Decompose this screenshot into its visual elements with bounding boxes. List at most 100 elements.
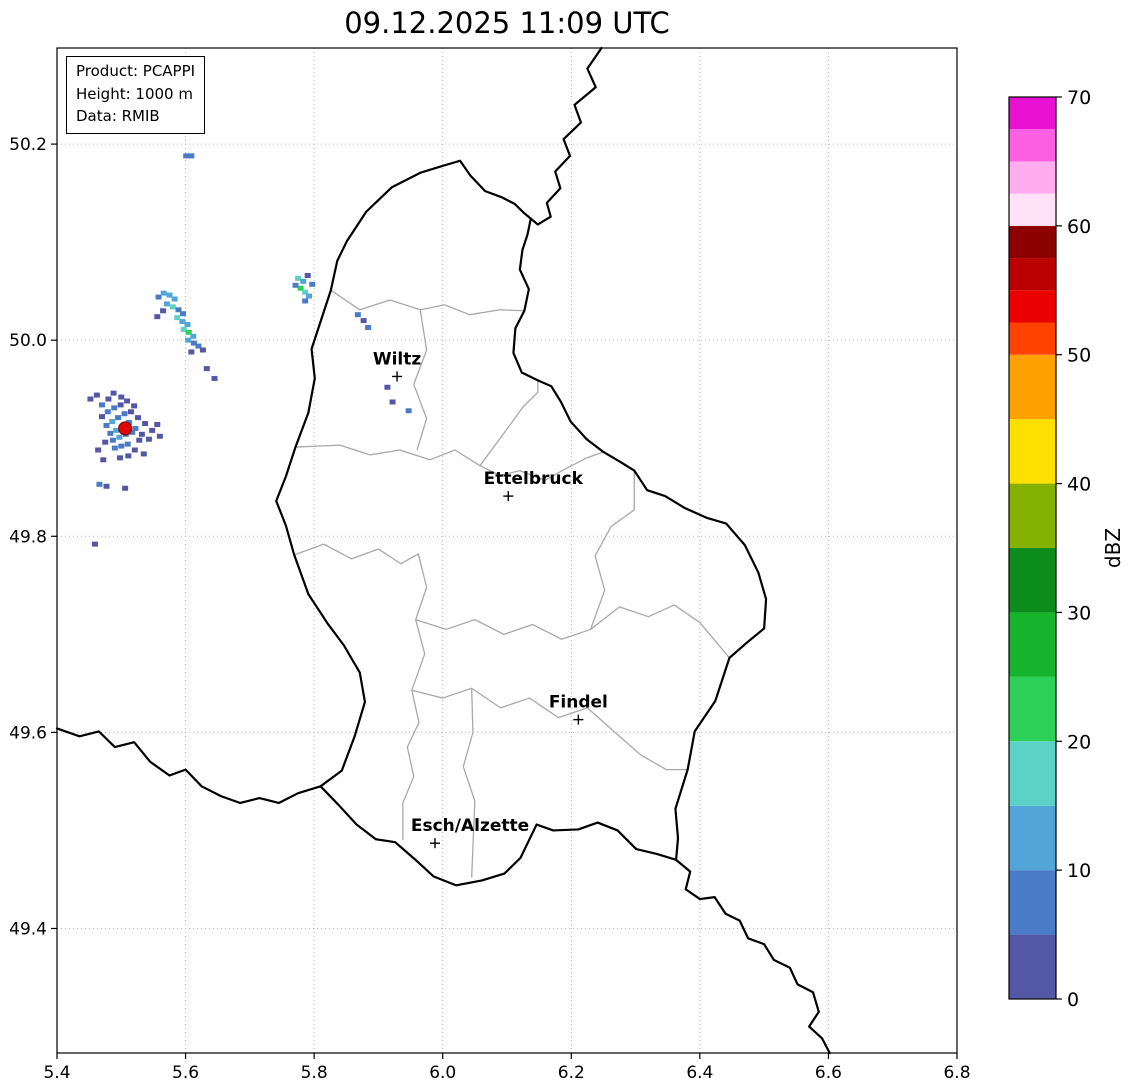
radar-echo-pixel bbox=[142, 421, 149, 427]
colorbar-band bbox=[1009, 322, 1056, 355]
radar-echo-pixel bbox=[203, 366, 210, 372]
colorbar-band bbox=[1009, 161, 1056, 194]
radar-echo-pixel bbox=[131, 403, 138, 409]
radar-echo-pixel bbox=[195, 343, 202, 349]
radar-echo-pixel bbox=[95, 447, 102, 453]
radar-echo-pixel bbox=[199, 347, 206, 353]
info-data-line: Data: RMIB bbox=[76, 107, 160, 125]
radar-echo-pixel bbox=[295, 275, 302, 281]
radar-echo-pixel bbox=[132, 425, 139, 431]
radar-echo-pixel bbox=[188, 153, 195, 159]
radar-echo-pixel bbox=[91, 541, 98, 547]
colorbar-band bbox=[1009, 676, 1056, 742]
colorbar-tick-label: 0 bbox=[1067, 989, 1079, 1011]
x-tick-label: 6.8 bbox=[943, 1063, 970, 1083]
x-tick-label: 6.6 bbox=[815, 1063, 842, 1083]
colorbar-band bbox=[1009, 129, 1056, 162]
radar-echo-pixel bbox=[99, 402, 105, 408]
x-tick-label: 5.4 bbox=[43, 1063, 70, 1083]
radar-echo-pixel bbox=[104, 409, 111, 415]
info-height-line: Height: 1000 m bbox=[76, 84, 193, 103]
radar-echo-pixel bbox=[169, 304, 176, 310]
colorbar-band bbox=[1009, 934, 1056, 999]
radar-echo-pixel bbox=[138, 431, 145, 437]
colorbar-tick-label: 70 bbox=[1067, 87, 1091, 109]
radar-echo-pixel bbox=[190, 333, 197, 339]
radar-echo-pixel bbox=[102, 439, 109, 445]
radar-echo-pixel bbox=[99, 414, 105, 420]
radar-echo-pixel bbox=[304, 272, 311, 278]
radar-echo-pixel bbox=[115, 415, 122, 421]
radar-echo-pixel bbox=[360, 318, 367, 324]
colorbar-tick-label: 10 bbox=[1067, 860, 1091, 882]
radar-echo-pixel bbox=[405, 408, 412, 414]
country-border-path bbox=[529, 46, 603, 226]
radar-echo-pixel bbox=[180, 326, 187, 332]
radar-echo-pixel bbox=[306, 293, 312, 299]
radar-echo-pixel bbox=[129, 429, 136, 435]
radar-echo-pixel bbox=[140, 451, 147, 457]
colorbar-band bbox=[1009, 354, 1056, 420]
radar-echo-pixel bbox=[184, 321, 191, 327]
colorbar-band bbox=[1009, 419, 1056, 484]
radar-echo-pixel bbox=[109, 437, 116, 443]
x-tick-label: 6.4 bbox=[686, 1063, 713, 1083]
colorbar-frame bbox=[1008, 96, 1057, 1000]
radar-echo-pixel bbox=[183, 153, 190, 159]
district-border-path bbox=[330, 289, 525, 316]
radar-echo-pixel bbox=[125, 453, 132, 459]
radar-echo-pixel bbox=[116, 434, 123, 440]
colorbar-tick-label: 60 bbox=[1067, 216, 1091, 238]
city-label: Ettelbruck bbox=[484, 469, 584, 489]
radar-echo-pixel bbox=[365, 324, 372, 330]
radar-echo-pixel bbox=[149, 427, 156, 433]
colorbar-band bbox=[1009, 225, 1056, 259]
radar-echo-pixel bbox=[171, 296, 178, 302]
radar-echo-pixel bbox=[156, 433, 163, 439]
radar-echo-pixel bbox=[135, 415, 141, 421]
radar-echo-pixel bbox=[163, 301, 170, 307]
colorbar-tick-label: 50 bbox=[1067, 345, 1091, 367]
radar-echo-pixel bbox=[111, 445, 118, 451]
radar-echo-pixel bbox=[96, 481, 103, 487]
district-border-path bbox=[462, 688, 476, 878]
radar-site-marker bbox=[118, 421, 133, 436]
country-border-path bbox=[674, 858, 831, 1055]
radar-echo-pixel bbox=[103, 422, 110, 428]
colorbar-band bbox=[1009, 290, 1056, 323]
radar-echo-pixel bbox=[113, 427, 120, 433]
y-tick-label: 50.2 bbox=[9, 135, 47, 155]
y-tick-label: 49.6 bbox=[9, 723, 47, 743]
radar-echo-pixel bbox=[188, 349, 195, 355]
radar-echo-pixel bbox=[107, 430, 114, 436]
radar-echo-pixel bbox=[166, 292, 173, 298]
y-tick-label: 49.8 bbox=[9, 527, 47, 547]
district-border-path bbox=[413, 309, 428, 451]
radar-echo-pixel bbox=[136, 437, 143, 443]
country-border-path bbox=[55, 727, 322, 805]
radar-echo-pixel bbox=[145, 436, 152, 442]
colorbar-tick-label: 20 bbox=[1067, 731, 1091, 753]
radar-echo-pixel bbox=[180, 311, 186, 317]
radar-echo-pixel bbox=[160, 308, 167, 314]
radar-echo-pixel bbox=[126, 420, 132, 426]
x-tick-label: 5.8 bbox=[301, 1063, 328, 1083]
radar-echo-pixel bbox=[124, 441, 131, 447]
radar-echo-pixel bbox=[154, 314, 161, 320]
radar-echo-pixel bbox=[127, 409, 134, 415]
country-border-path bbox=[275, 159, 768, 887]
radar-echo-pixel bbox=[292, 282, 299, 288]
y-tick-label: 50.0 bbox=[9, 331, 47, 351]
radar-echo-pixel bbox=[302, 298, 309, 304]
colorbar-band bbox=[1009, 193, 1056, 226]
radar-echo-pixel bbox=[389, 399, 396, 405]
city-label: Findel bbox=[549, 693, 608, 713]
radar-echo-pixel bbox=[174, 315, 181, 321]
x-tick-label: 5.6 bbox=[172, 1063, 199, 1083]
radar-echo-pixel bbox=[105, 396, 112, 402]
radar-echo-pixel bbox=[211, 375, 218, 381]
radar-echo-pixel bbox=[354, 312, 361, 318]
radar-echo-pixel bbox=[155, 294, 162, 300]
radar-echo-pixel bbox=[302, 289, 309, 295]
colorbar-tick-label: 40 bbox=[1067, 474, 1091, 496]
